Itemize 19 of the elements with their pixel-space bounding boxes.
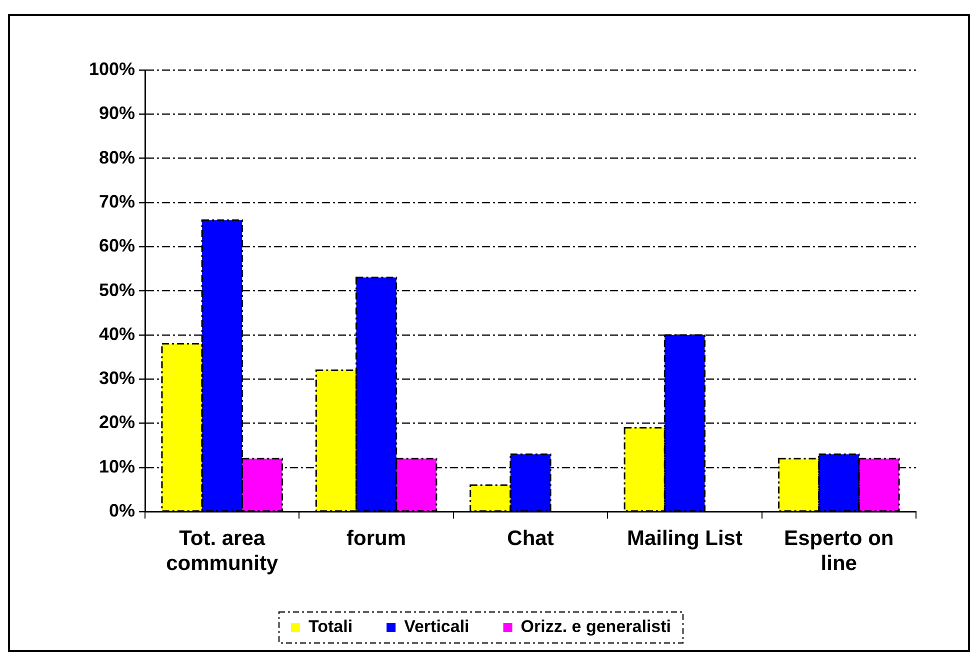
y-tick-label: 100% (88, 58, 135, 79)
y-tick-label: 40% (98, 324, 135, 344)
legend-label: Orizz. e generalisti (520, 617, 672, 636)
y-tick-label: 50% (98, 280, 135, 300)
legend-label: Verticali (404, 617, 470, 636)
x-tick-label: Mailing List (626, 526, 742, 550)
y-tick-label: 90% (98, 103, 135, 124)
x-tick-label: Esperto on line (784, 526, 894, 576)
y-tick-label: 10% (98, 456, 135, 476)
y-tick-label: 0% (108, 500, 135, 521)
y-tick-label: 60% (98, 236, 135, 256)
legend-label: Totali (308, 617, 353, 636)
y-tick-label: 20% (98, 412, 135, 432)
y-tick-label: 30% (98, 368, 135, 388)
x-tick-label: Chat (507, 526, 554, 550)
y-tick-label: 80% (98, 147, 135, 168)
x-tick-label: Tot. area community (166, 526, 278, 576)
x-tick-label: forum (346, 526, 406, 550)
y-tick-label: 70% (98, 191, 135, 212)
